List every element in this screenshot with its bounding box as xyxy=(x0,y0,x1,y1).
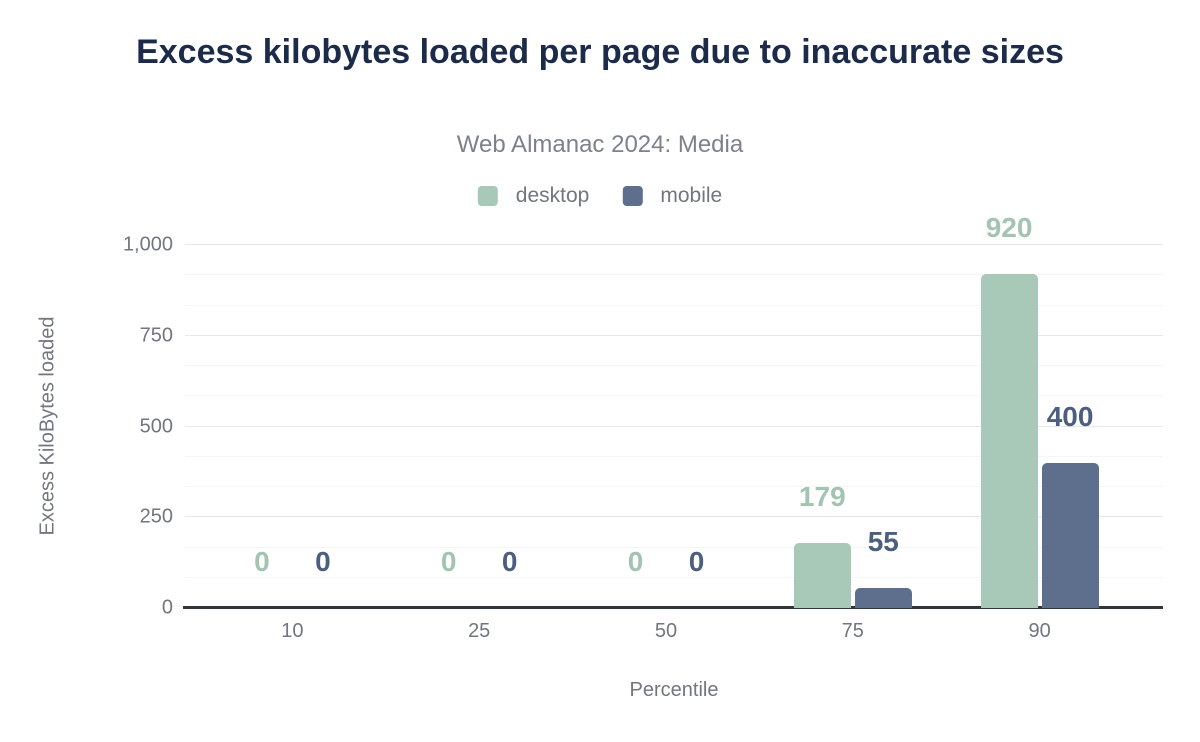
category-groups: 0 0 10 0 0 25 0 0 50 179 55 75 920 400 90 xyxy=(199,214,1133,643)
gridline-minor xyxy=(185,274,1163,276)
chart-title: Excess kilobytes loaded per page due to … xyxy=(136,33,1064,71)
legend-swatch-mobile xyxy=(622,186,643,206)
legend-item-desktop[interactable]: desktop xyxy=(477,184,590,208)
bar-slot-mobile: 400 xyxy=(1041,402,1099,608)
legend-label: mobile xyxy=(660,184,723,207)
gridline-minor xyxy=(185,395,1163,397)
chart-subtitle: Web Almanac 2024: Media xyxy=(456,131,744,158)
bar-mobile[interactable] xyxy=(1041,462,1099,608)
bar-pair: 920 400 xyxy=(980,214,1099,608)
category-10: 0 0 10 xyxy=(199,245,386,643)
bar-value-label: 0 xyxy=(501,546,518,577)
x-axis-line xyxy=(183,606,1163,609)
bar-value-label: 0 xyxy=(315,546,331,577)
bar-slot-desktop: 920 xyxy=(980,214,1038,608)
bar-value-label: 400 xyxy=(1046,400,1094,432)
gridline-minor xyxy=(185,486,1163,487)
bar-desktop[interactable] xyxy=(980,274,1038,608)
y-tick-label: 750 xyxy=(139,324,173,347)
category-25: 0 0 25 xyxy=(386,245,573,643)
gridline-major xyxy=(185,244,1163,245)
x-tick-label: 50 xyxy=(654,620,678,642)
gridline-major xyxy=(185,334,1163,336)
y-tick-label: 0 xyxy=(161,596,173,619)
category-75: 179 55 75 xyxy=(759,245,946,642)
category-90: 920 400 90 xyxy=(946,214,1133,642)
x-tick-label: 10 xyxy=(281,620,304,642)
x-tick-label: 25 xyxy=(468,620,491,642)
gridline-minor xyxy=(185,304,1163,306)
bar-pair: 179 55 xyxy=(793,483,912,608)
bar-slot-mobile: 55 xyxy=(854,528,912,608)
y-tick-label: 250 xyxy=(139,505,173,528)
bar-desktop[interactable] xyxy=(793,543,851,608)
y-tick-label: 500 xyxy=(139,415,173,437)
legend-label: desktop xyxy=(515,184,590,207)
legend-item-mobile[interactable]: mobile xyxy=(622,184,722,208)
y-axis-tick-labels: 0 250 500 750 1,000 xyxy=(0,234,173,619)
bar-value-label: 920 xyxy=(985,212,1033,243)
bar-value-label: 55 xyxy=(867,526,899,557)
bar-mobile[interactable] xyxy=(854,588,912,608)
plot-area: 0 0 10 0 0 25 0 0 50 179 55 75 920 400 90 xyxy=(183,214,1163,643)
legend: desktop mobile xyxy=(477,184,722,208)
x-tick-label: 90 xyxy=(1028,620,1051,642)
x-axis-title: Percentile xyxy=(629,679,719,701)
category-50: 0 0 50 xyxy=(573,245,760,643)
bar-value-label: 0 xyxy=(627,546,644,577)
gridline-minor xyxy=(185,365,1163,366)
bar-value-label: 0 xyxy=(254,546,270,577)
bar-slot-desktop: 179 xyxy=(793,483,851,608)
gridline-minor xyxy=(185,455,1163,457)
gridline-minor xyxy=(185,546,1163,548)
bar-value-label: 179 xyxy=(798,481,846,512)
bar-value-label: 0 xyxy=(440,546,457,577)
legend-swatch-desktop xyxy=(477,186,498,206)
bar-value-label: 0 xyxy=(688,546,705,577)
gridline-minor xyxy=(185,576,1163,578)
y-tick-label: 1,000 xyxy=(122,233,173,256)
gridline-major xyxy=(185,425,1163,427)
x-tick-label: 75 xyxy=(841,620,864,642)
gridline-major xyxy=(185,516,1163,518)
